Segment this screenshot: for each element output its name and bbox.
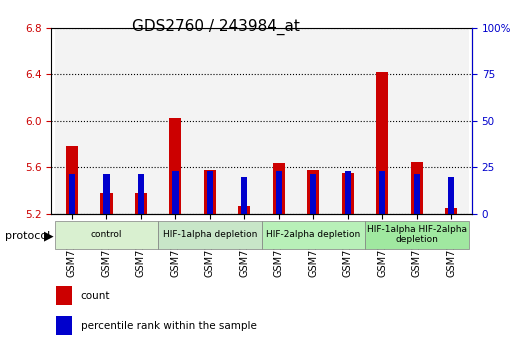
- Bar: [169, 118, 182, 214]
- Bar: [307, 170, 320, 214]
- Bar: [55, 316, 72, 335]
- Text: percentile rank within the sample: percentile rank within the sample: [81, 321, 256, 331]
- Bar: [103, 174, 110, 214]
- Bar: [55, 286, 72, 305]
- FancyBboxPatch shape: [158, 221, 262, 248]
- Bar: [124, 28, 158, 214]
- Bar: [379, 171, 385, 214]
- Bar: [276, 171, 282, 214]
- Bar: [227, 28, 262, 214]
- Bar: [239, 206, 250, 214]
- Bar: [172, 171, 179, 214]
- Bar: [273, 163, 285, 214]
- Bar: [241, 177, 247, 214]
- Bar: [89, 28, 124, 214]
- Bar: [193, 28, 227, 214]
- Bar: [262, 28, 296, 214]
- Text: HIF-1alpha depletion: HIF-1alpha depletion: [163, 230, 257, 239]
- Text: HIF-1alpha HIF-2alpha
depletion: HIF-1alpha HIF-2alpha depletion: [367, 225, 467, 244]
- Bar: [207, 171, 213, 214]
- Bar: [296, 28, 330, 214]
- Bar: [66, 146, 78, 214]
- FancyBboxPatch shape: [365, 221, 468, 248]
- Text: protocol: protocol: [5, 231, 50, 241]
- Bar: [365, 28, 400, 214]
- Bar: [138, 174, 144, 214]
- Bar: [158, 28, 193, 214]
- Bar: [400, 28, 434, 214]
- Bar: [413, 174, 420, 214]
- Bar: [411, 161, 423, 214]
- FancyBboxPatch shape: [55, 221, 158, 248]
- Bar: [330, 28, 365, 214]
- Text: ▶: ▶: [44, 230, 53, 243]
- Bar: [135, 193, 147, 214]
- Text: count: count: [81, 291, 110, 300]
- Bar: [310, 174, 317, 214]
- Bar: [55, 28, 89, 214]
- Text: GDS2760 / 243984_at: GDS2760 / 243984_at: [131, 19, 300, 35]
- Bar: [445, 208, 457, 214]
- Bar: [345, 171, 351, 214]
- FancyBboxPatch shape: [262, 221, 365, 248]
- Text: HIF-2alpha depletion: HIF-2alpha depletion: [266, 230, 361, 239]
- Text: control: control: [91, 230, 122, 239]
- Bar: [101, 193, 112, 214]
- Bar: [376, 72, 388, 214]
- Bar: [448, 177, 455, 214]
- Bar: [69, 174, 75, 214]
- Bar: [342, 173, 354, 214]
- Bar: [204, 170, 216, 214]
- Bar: [434, 28, 468, 214]
